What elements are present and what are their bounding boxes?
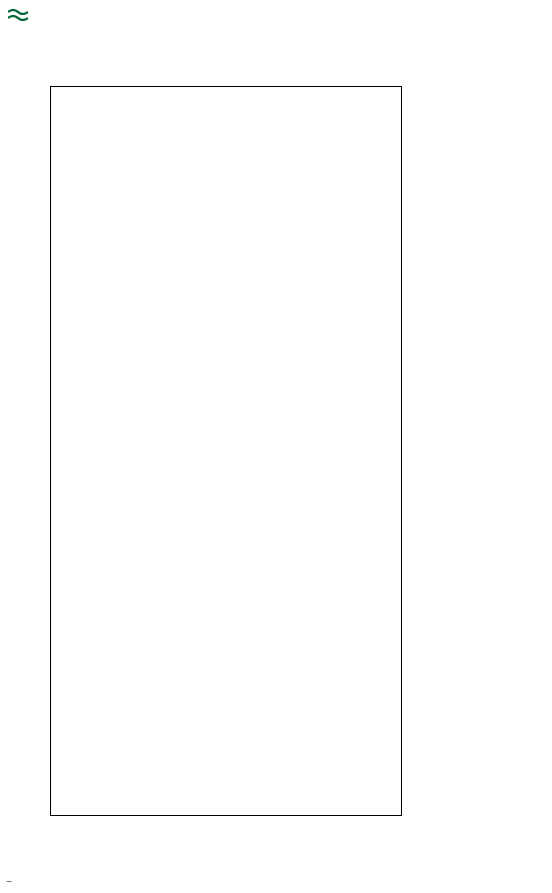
spectrogram-panel [50,86,402,816]
waveform-panel [480,86,535,814]
usgs-wave-icon [8,7,28,25]
spectrogram-canvas [51,87,401,815]
footer-mark: ~ [6,878,12,889]
usgs-logo [8,4,28,27]
waveform-canvas [480,86,535,814]
